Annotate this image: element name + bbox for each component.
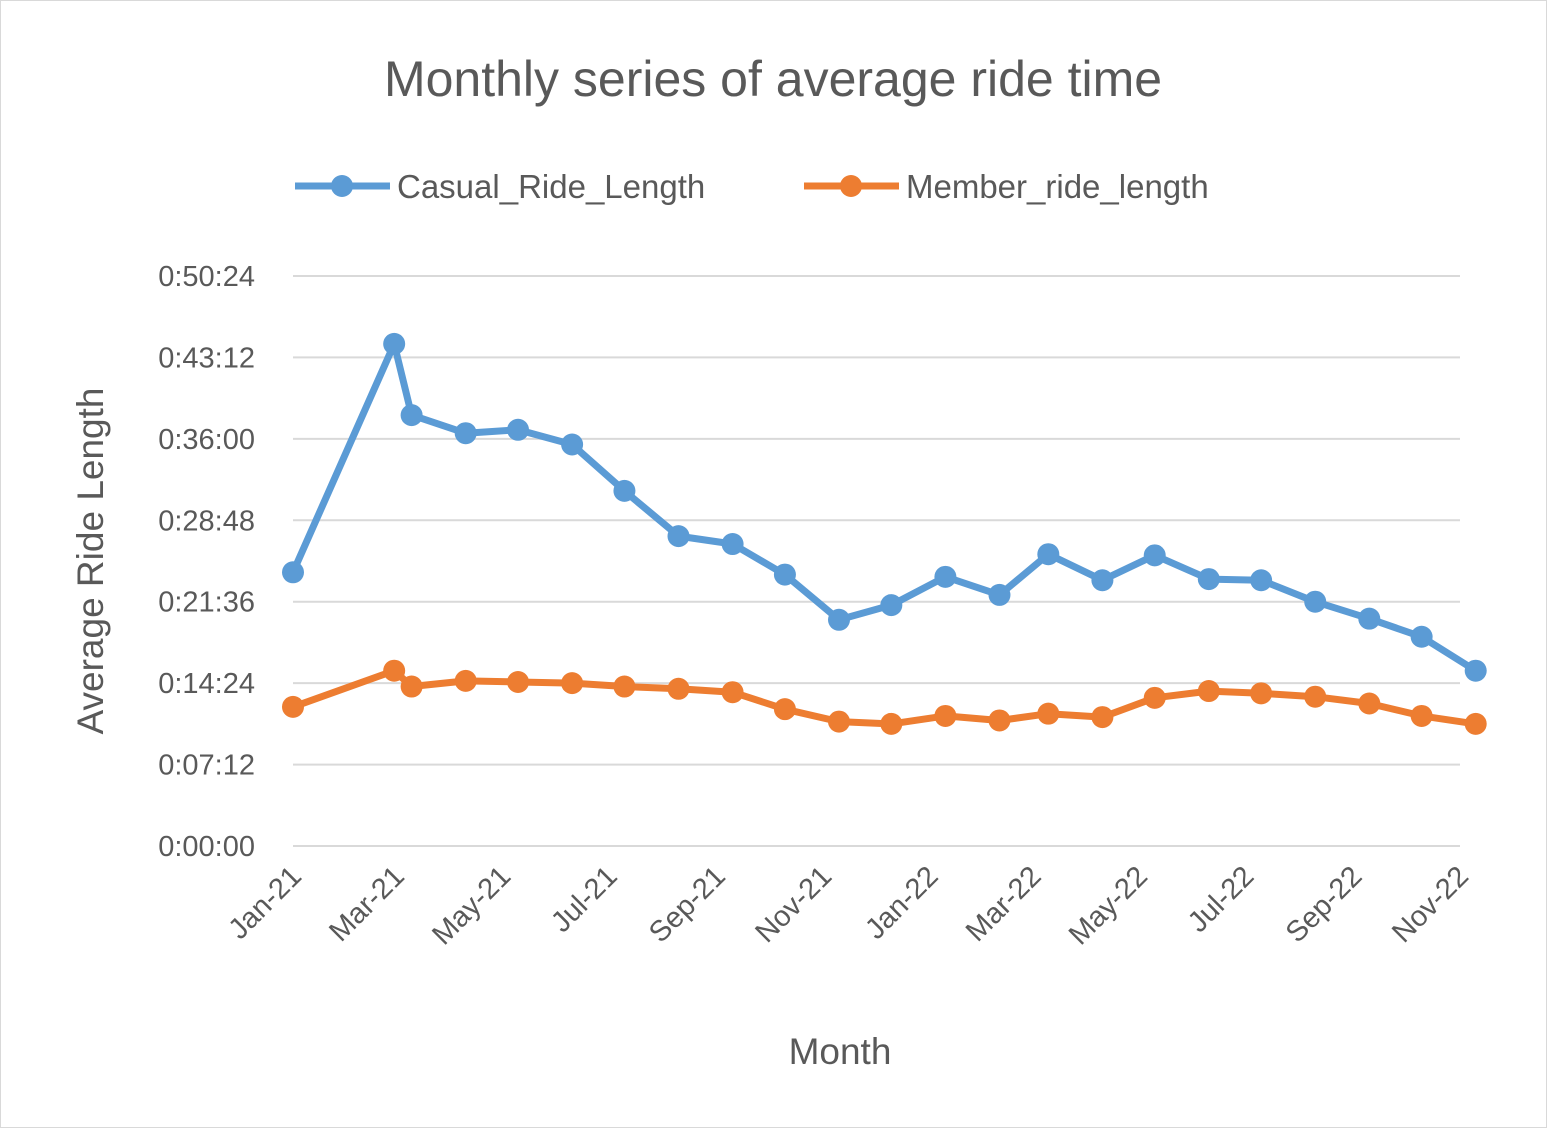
data-point-casual [383, 332, 406, 355]
data-point-member [1410, 704, 1433, 727]
data-point-casual [934, 565, 957, 588]
x-tick-label: Mar-22 [960, 860, 1048, 948]
data-point-member [773, 698, 796, 721]
data-point-member [880, 712, 903, 735]
data-point-casual [827, 608, 850, 631]
data-point-member [1197, 680, 1220, 703]
gridlines [293, 275, 1460, 847]
data-point-casual [1037, 543, 1060, 566]
x-tick-label: Jan-21 [223, 860, 308, 945]
data-point-member [507, 671, 530, 694]
data-point-casual [721, 533, 744, 556]
data-point-member [1037, 702, 1060, 725]
data-point-casual [1358, 607, 1381, 630]
data-point-member [827, 710, 850, 733]
data-point-casual [282, 561, 304, 584]
legend-marker-casual [331, 175, 353, 197]
data-point-member [400, 675, 423, 698]
data-point-casual [880, 594, 903, 617]
y-tick-label: 0:14:24 [158, 668, 255, 700]
x-axis-ticks: Jan-21 Mar-21 May-21 Jul-21 Sep-21 Nov-21 Jan-… [223, 860, 1475, 951]
x-tick-label: Mar-21 [323, 860, 411, 948]
data-point-casual [773, 563, 796, 586]
y-axis-ticks: 0:00:00 0:07:12 0:14:24 0:21:36 0:28:48 0:36:… [158, 261, 255, 863]
data-point-casual [454, 422, 477, 445]
x-tick-label: Sep-22 [1280, 860, 1369, 949]
data-point-member [1464, 712, 1487, 735]
x-tick-label: May-22 [1063, 860, 1154, 951]
legend-label-casual: Casual_Ride_Length [397, 168, 705, 205]
data-point-casual [1197, 568, 1220, 591]
data-point-member [988, 709, 1011, 732]
data-point-casual [1410, 625, 1433, 648]
x-tick-label: Jul-21 [545, 860, 623, 938]
data-point-casual [613, 479, 636, 502]
x-tick-label: Nov-22 [1386, 860, 1475, 949]
data-point-member [667, 677, 690, 700]
y-tick-label: 0:28:48 [158, 505, 255, 537]
data-point-member [1358, 692, 1381, 715]
legend-label-member: Member_ride_length [906, 168, 1209, 205]
data-point-casual [667, 525, 690, 548]
y-tick-label: 0:43:12 [158, 342, 255, 374]
x-tick-label: Nov-21 [750, 860, 839, 949]
data-point-member [282, 695, 304, 718]
data-point-member [383, 659, 406, 682]
y-tick-label: 0:50:24 [158, 261, 255, 293]
x-axis-title: Month [789, 1031, 892, 1072]
y-tick-label: 0:36:00 [158, 424, 255, 456]
data-point-casual [1304, 590, 1327, 613]
data-point-member [721, 681, 744, 704]
data-point-member [1250, 682, 1273, 705]
series-line-casual [289, 340, 1478, 674]
data-point-casual [988, 583, 1011, 606]
data-point-member [1091, 706, 1114, 729]
x-tick-label: Sep-21 [643, 860, 732, 949]
series-lines [289, 340, 1478, 728]
legend-marker-member [840, 175, 862, 197]
legend: Casual_Ride_Length Member_ride_length [295, 168, 1209, 205]
series-points [282, 332, 1487, 735]
x-tick-label: Jan-22 [859, 860, 944, 945]
data-point-member [1304, 685, 1327, 708]
y-axis-title: Average Ride Length [70, 388, 111, 735]
data-point-casual [1091, 569, 1114, 592]
chart-title: Monthly series of average ride time [384, 51, 1162, 107]
data-point-casual [507, 418, 530, 441]
data-point-member [561, 672, 584, 695]
y-tick-label: 0:00:00 [158, 831, 255, 863]
data-point-member [613, 675, 636, 698]
legend-item-casual: Casual_Ride_Length [295, 168, 705, 205]
data-point-casual [1464, 659, 1487, 682]
legend-item-member: Member_ride_length [804, 168, 1209, 205]
data-point-member [1143, 686, 1166, 709]
y-tick-label: 0:21:36 [158, 587, 255, 619]
data-point-member [934, 704, 957, 727]
x-tick-label: May-21 [426, 860, 517, 951]
data-point-casual [1250, 569, 1273, 592]
y-tick-label: 0:07:12 [158, 750, 255, 782]
data-point-casual [561, 433, 584, 456]
data-point-member [454, 669, 477, 692]
data-point-casual [400, 404, 423, 427]
data-point-casual [1143, 544, 1166, 567]
x-tick-label: Jul-22 [1182, 860, 1260, 938]
